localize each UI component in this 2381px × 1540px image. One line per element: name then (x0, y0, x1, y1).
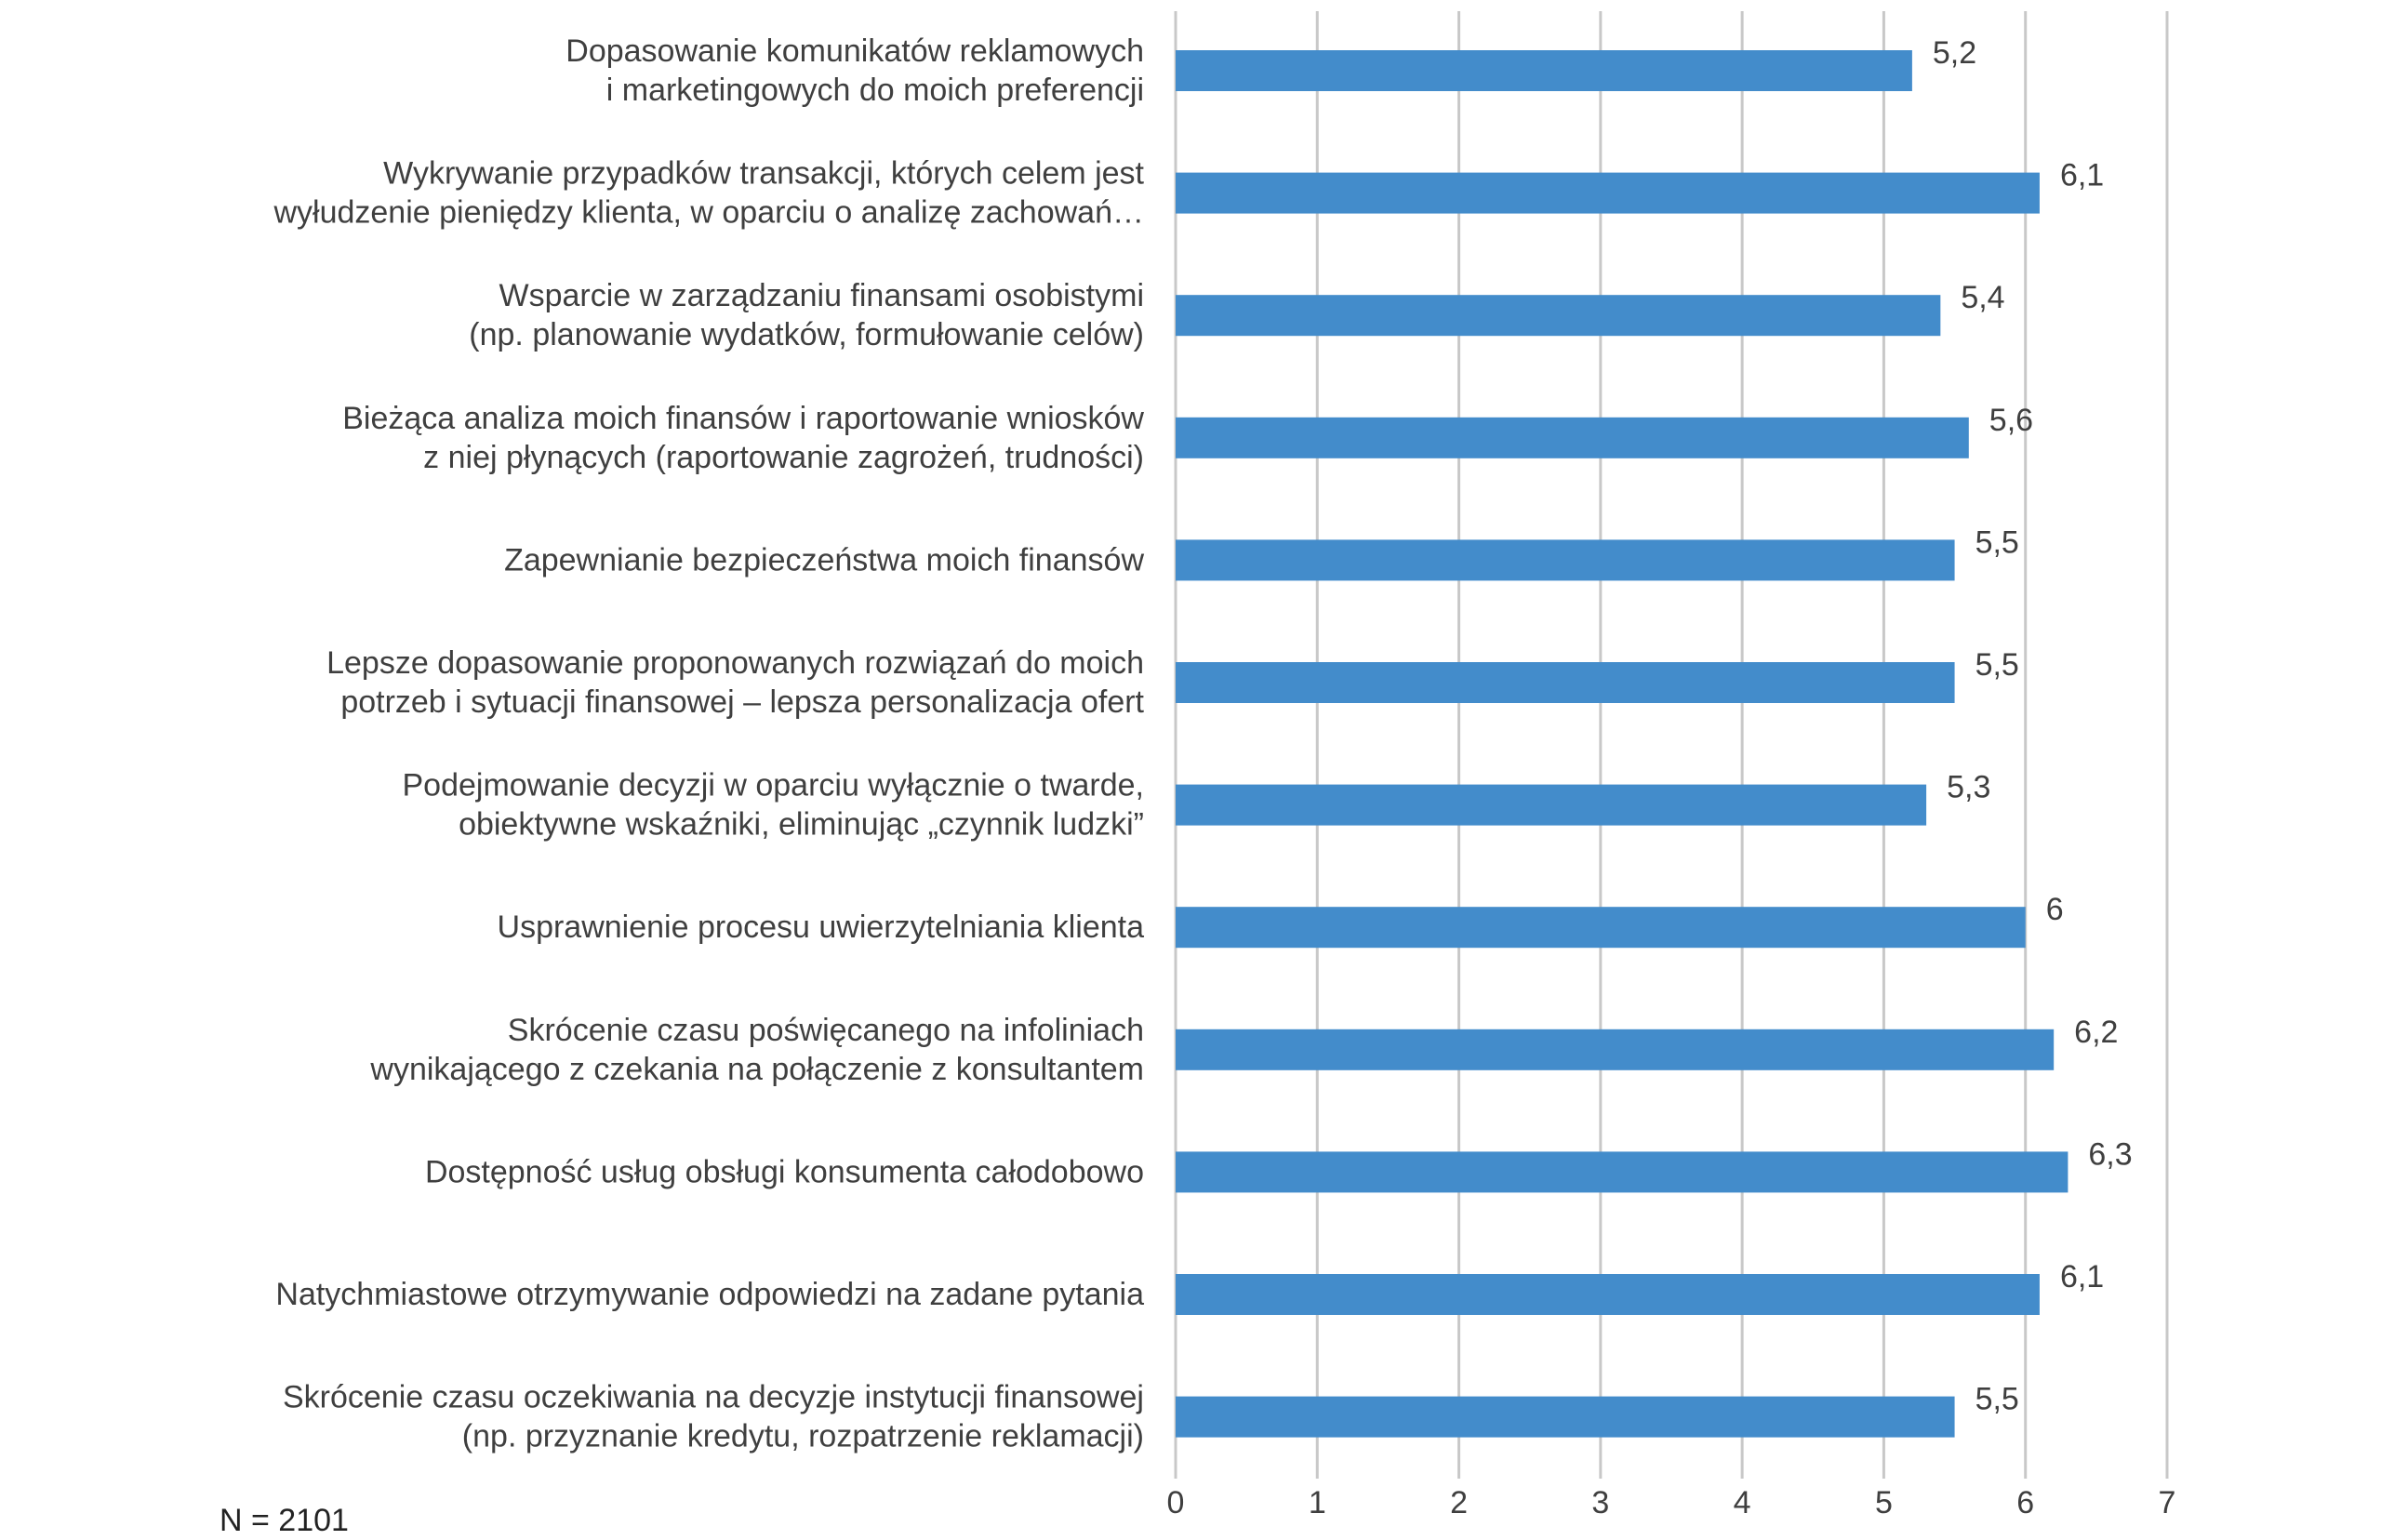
bar-value-label: 5,5 (1975, 1382, 2019, 1417)
bar (1176, 1151, 2068, 1193)
bar (1176, 1029, 2055, 1070)
category-label-line: Skrócenie czasu poświęcanego na infolini… (508, 1013, 1144, 1048)
category-label: Dostępność usług obsługi konsumenta cało… (425, 1154, 1144, 1189)
category-label-line: i marketingowych do moich preferencji (606, 73, 1144, 108)
category-label: Zapewnianie bezpieczeństwa moich finansó… (504, 542, 1144, 578)
category-label-line: Zapewnianie bezpieczeństwa moich finansó… (504, 542, 1144, 578)
bar-value-label: 5,6 (1989, 403, 2033, 438)
bar (1176, 1396, 1955, 1438)
category-label-line: obiektywne wskaźniki, eliminując „czynni… (459, 807, 1144, 843)
x-tick-label: 7 (2159, 1485, 2176, 1520)
x-tick-label: 0 (1167, 1485, 1185, 1520)
x-tick-label: 2 (1450, 1485, 1468, 1520)
bar (1176, 295, 1941, 337)
category-label-line: Wsparcie w zarządzaniu finansami osobist… (499, 278, 1144, 313)
category-label-line: Dostępność usług obsługi konsumenta cało… (425, 1154, 1144, 1189)
category-label-line: Bieżąca analiza moich finansów i raporto… (342, 401, 1144, 436)
category-label-line: Dopasowanie komunikatów reklamowych (565, 33, 1144, 69)
bar (1176, 417, 1969, 458)
category-label-line: potrzeb i sytuacji finansowej – lepsza p… (340, 684, 1144, 720)
category-label: Bieżąca analiza moich finansów i raporto… (342, 401, 1144, 475)
bar-value-label: 6,2 (2074, 1015, 2118, 1050)
category-label: Natychmiastowe otrzymywanie odpowiedzi n… (275, 1277, 1144, 1312)
x-tick-label: 4 (1734, 1485, 1751, 1520)
category-label-line: z niej płynących (raportowanie zagrożeń,… (423, 440, 1144, 475)
category-label-line: (np. planowanie wydatków, formułowanie c… (469, 317, 1144, 352)
bar-value-label: 5,5 (1975, 524, 2019, 560)
bar-value-label: 6,1 (2060, 158, 2104, 193)
category-label: Podejmowanie decyzji w oparciu wyłącznie… (403, 768, 1145, 843)
category-label: Skrócenie czasu oczekiwania na decyzje i… (283, 1380, 1144, 1454)
bar (1176, 1274, 2040, 1315)
category-label-line: wyłudzenie pieniędzy klienta, w oparciu … (273, 195, 1144, 231)
bar-value-label: 5,3 (1947, 770, 1990, 805)
category-label: Skrócenie czasu poświęcanego na infolini… (369, 1013, 1144, 1087)
bar-value-label: 5,2 (1933, 35, 1976, 71)
category-label-line: Skrócenie czasu oczekiwania na decyzje i… (283, 1380, 1144, 1415)
category-label-line: Wykrywanie przypadków transakcji, któryc… (383, 156, 1144, 192)
bar (1176, 172, 2040, 214)
category-label: Wsparcie w zarządzaniu finansami osobist… (469, 278, 1144, 352)
bar-value-label: 6,1 (2060, 1259, 2104, 1294)
category-label: Dopasowanie komunikatów reklamowych i mar… (565, 33, 1144, 108)
category-label-line: wynikającego z czekania na połączenie z … (369, 1052, 1144, 1087)
bar (1176, 662, 1955, 703)
bar (1176, 50, 1912, 91)
bar (1176, 784, 1927, 826)
category-label: Lepsze dopasowanie proponowanych rozwiąz… (326, 645, 1144, 720)
category-label-line: Natychmiastowe otrzymywanie odpowiedzi n… (275, 1277, 1144, 1312)
bar-value-label: 6 (2046, 892, 2064, 927)
category-label: Usprawnienie procesu uwierzytelniania kl… (498, 909, 1145, 945)
x-tick-label: 3 (1591, 1485, 1609, 1520)
category-label-line: Usprawnienie procesu uwierzytelniania kl… (498, 909, 1145, 945)
bar (1176, 907, 2026, 949)
category-label: Wykrywanie przypadków transakcji, któryc… (273, 156, 1144, 231)
category-label-line: (np. przyznanie kredytu, rozpatrzenie re… (462, 1419, 1144, 1454)
sample-size-note: N = 2101 (219, 1503, 349, 1538)
bar-value-label: 6,3 (2088, 1136, 2132, 1172)
category-label-line: Lepsze dopasowanie proponowanych rozwiąz… (326, 645, 1144, 681)
x-tick-label: 6 (2016, 1485, 2034, 1520)
bar-value-label: 5,5 (1975, 647, 2019, 683)
x-tick-label: 1 (1309, 1485, 1326, 1520)
bar (1176, 539, 1955, 581)
bar-value-label: 5,4 (1961, 280, 2004, 315)
category-label-line: Podejmowanie decyzji w oparciu wyłącznie… (403, 768, 1145, 803)
x-tick-label: 5 (1875, 1485, 1893, 1520)
